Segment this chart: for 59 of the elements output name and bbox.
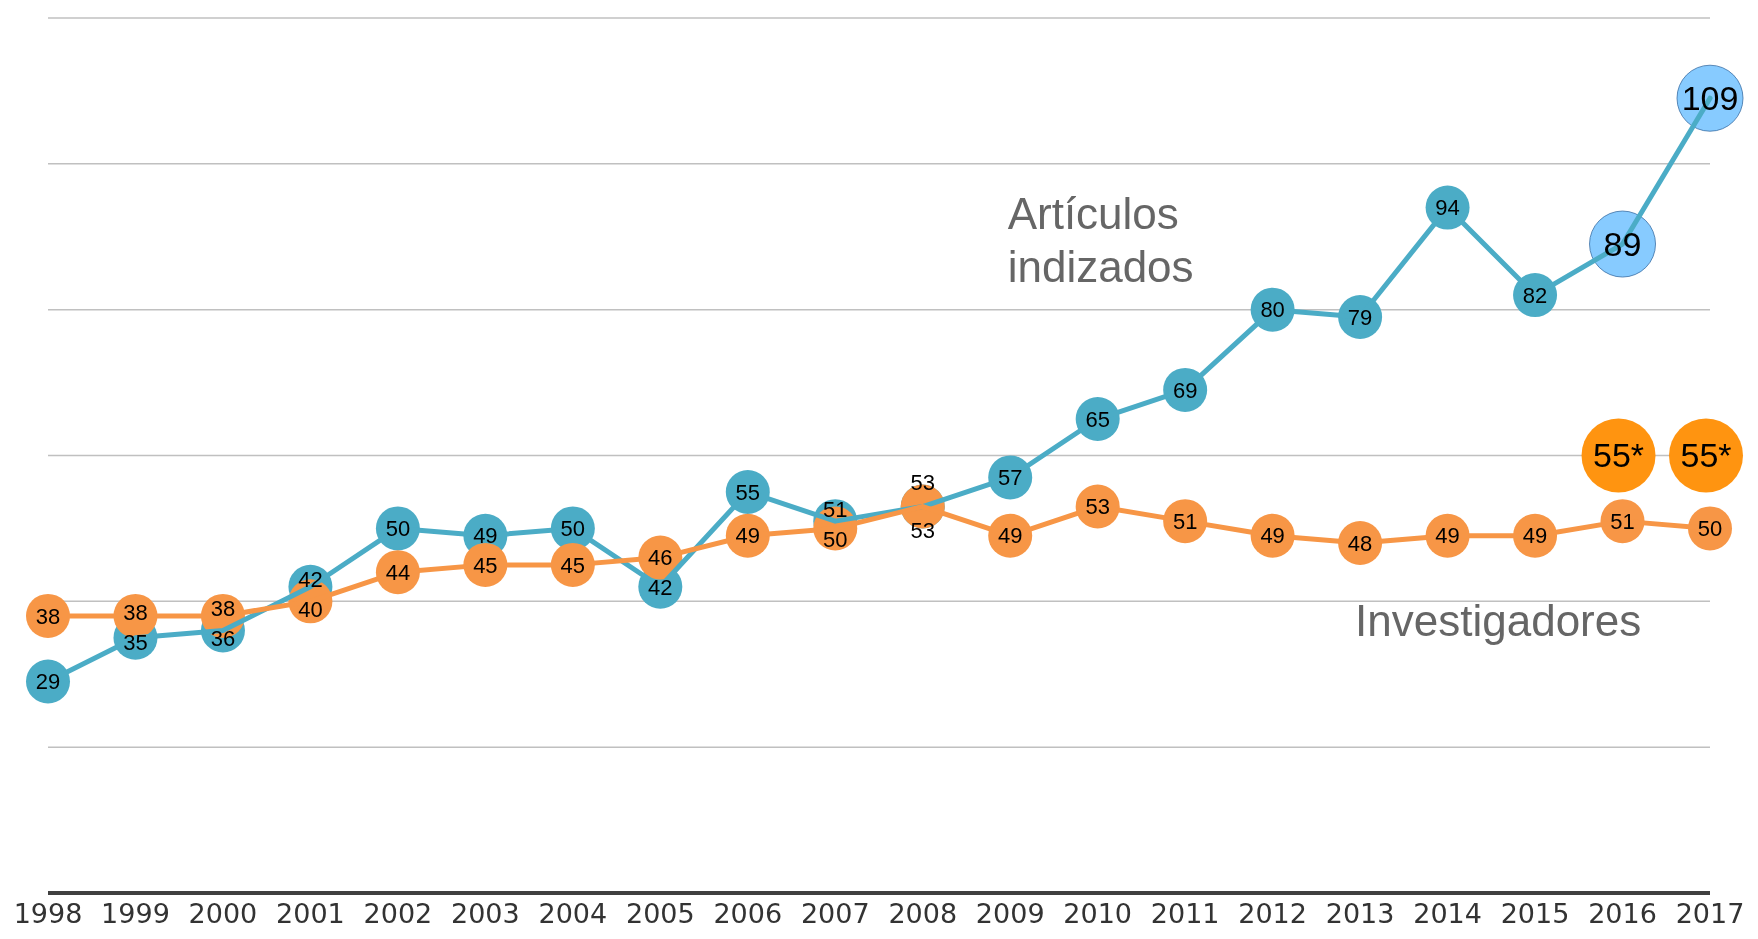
- x-tick-label: 2017: [1675, 898, 1745, 929]
- x-tick-label: 2016: [1588, 898, 1657, 929]
- data-label: 51: [1172, 508, 1198, 534]
- x-tick-label: 2007: [800, 898, 870, 929]
- x-tick-label: 1999: [101, 898, 170, 929]
- data-label: 38: [35, 603, 61, 629]
- data-label: 45: [473, 552, 498, 578]
- data-label: 51: [1610, 508, 1635, 534]
- annotation: 55*: [1680, 436, 1732, 475]
- data-label: 50: [560, 516, 586, 542]
- data-label: 69: [1172, 377, 1198, 403]
- x-tick-label: 2010: [1063, 898, 1133, 929]
- annotation: 55*: [1593, 436, 1645, 475]
- data-label: 82: [1522, 282, 1548, 308]
- x-tick-label: 2001: [276, 898, 345, 929]
- x-tick-label: 2013: [1325, 898, 1395, 929]
- series-label: Investigadores: [1355, 595, 1642, 645]
- x-tick-label: 2009: [975, 898, 1045, 929]
- x-tick-label: 2004: [538, 898, 608, 929]
- x-tick-label: 2011: [1150, 898, 1220, 929]
- data-label: 35: [123, 629, 148, 655]
- data-label: 50: [823, 527, 848, 553]
- data-label: 38: [123, 599, 148, 625]
- data-label: 48: [1347, 530, 1373, 556]
- data-label: 38: [210, 595, 236, 621]
- data-label: 80: [1260, 297, 1285, 323]
- data-label: 50: [385, 516, 411, 542]
- data-label: 94: [1435, 195, 1460, 221]
- x-tick-label: 2005: [625, 898, 695, 929]
- data-label: 49: [473, 522, 498, 548]
- data-label: 49: [997, 523, 1023, 549]
- data-label: 109: [1681, 79, 1739, 118]
- data-label: 65: [1085, 406, 1110, 432]
- data-label: 49: [735, 523, 761, 549]
- x-tick-label: 2012: [1238, 898, 1307, 929]
- data-label: 44: [385, 559, 411, 585]
- x-tick-label: 2006: [713, 898, 783, 929]
- series-label: Artículos indizados: [1007, 189, 1194, 291]
- data-label: 49: [1435, 523, 1460, 549]
- data-label: 45: [560, 552, 586, 578]
- x-tick-label: 2014: [1413, 898, 1482, 929]
- data-label: 53: [1085, 494, 1110, 520]
- data-label: 79: [1347, 304, 1373, 330]
- data-label: 46: [648, 544, 673, 570]
- data-label: 42: [648, 574, 673, 600]
- x-tick-label: 1998: [13, 898, 83, 929]
- data-label: 55: [735, 479, 761, 505]
- data-label: 49: [1522, 523, 1548, 549]
- x-tick-label: 2002: [363, 898, 433, 929]
- x-tick-label: 2008: [888, 898, 958, 929]
- data-label: 57: [997, 465, 1023, 491]
- data-label: 49: [1260, 523, 1285, 549]
- x-tick-label: 2015: [1500, 898, 1570, 929]
- x-tick-label: 2003: [451, 898, 520, 929]
- data-label: 29: [35, 669, 61, 695]
- x-tick-label: 2000: [188, 898, 258, 929]
- data-label: 89: [1603, 224, 1642, 263]
- data-label: 50: [1697, 516, 1723, 542]
- data-label: 40: [298, 596, 323, 622]
